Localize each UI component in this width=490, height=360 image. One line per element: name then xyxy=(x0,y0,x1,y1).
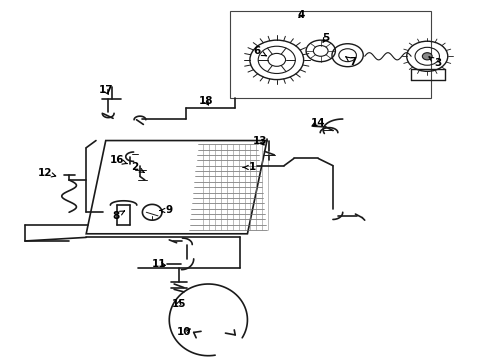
Text: 14: 14 xyxy=(311,118,325,128)
Text: 6: 6 xyxy=(254,46,266,56)
Circle shape xyxy=(422,53,432,60)
Text: 16: 16 xyxy=(110,155,127,165)
Text: 10: 10 xyxy=(177,327,191,337)
Text: 3: 3 xyxy=(429,57,441,68)
Text: 18: 18 xyxy=(198,96,213,106)
Text: 1: 1 xyxy=(243,162,256,172)
Text: 2: 2 xyxy=(131,162,144,172)
Text: 15: 15 xyxy=(172,299,186,309)
Text: 13: 13 xyxy=(252,136,267,145)
Text: 9: 9 xyxy=(160,206,173,216)
Text: 5: 5 xyxy=(322,33,329,43)
Text: 8: 8 xyxy=(112,211,124,221)
Text: 4: 4 xyxy=(297,10,305,20)
Text: 17: 17 xyxy=(98,85,113,95)
Text: 12: 12 xyxy=(37,168,56,178)
Text: 7: 7 xyxy=(346,57,356,67)
Text: 11: 11 xyxy=(152,259,167,269)
